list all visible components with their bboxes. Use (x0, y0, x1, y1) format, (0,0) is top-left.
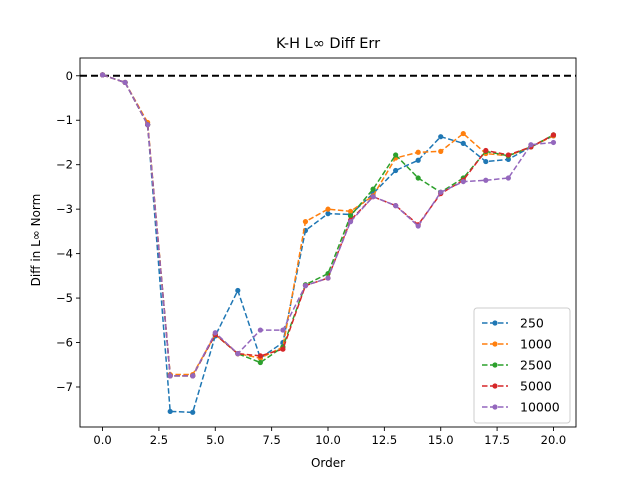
y-tick-label: −7 (56, 380, 73, 394)
data-point-2500-7 (257, 359, 263, 366)
legend-label: 5000 (520, 379, 552, 394)
data-point-5000-20 (550, 132, 557, 138)
data-point-250-16 (460, 140, 466, 146)
data-point-10000-14 (415, 223, 421, 229)
data-point-1000-15 (438, 148, 444, 154)
data-point-10000-15 (438, 189, 444, 195)
legend-label: 10000 (520, 400, 560, 415)
data-point-1000-10 (325, 206, 331, 212)
legend-label: 2500 (520, 358, 552, 373)
legend-label: 250 (520, 316, 544, 331)
legend-swatch-marker (492, 341, 498, 347)
data-point-10000-1 (122, 79, 128, 86)
legend-label: 1000 (520, 337, 552, 352)
data-point-250-6 (235, 287, 241, 294)
legend-swatch-marker (492, 383, 498, 389)
data-point-10000-11 (347, 219, 354, 225)
legend-swatch-marker (492, 404, 498, 410)
data-point-250-15 (438, 134, 444, 140)
x-tick-label: 20.0 (541, 433, 567, 447)
data-point-10000-12 (370, 194, 376, 200)
legend-swatch-marker (492, 320, 498, 326)
chart-title: K-H L∞ Diff Err (276, 36, 380, 52)
data-point-10000-10 (325, 275, 331, 281)
data-point-10000-5 (212, 330, 218, 336)
data-point-10000-3 (167, 373, 173, 379)
legend-item-250: 250 (482, 316, 544, 331)
data-point-5000-17 (483, 147, 489, 154)
data-point-10000-7 (257, 327, 263, 333)
x-tick-label: 12.5 (372, 433, 398, 447)
y-tick-label: −3 (56, 202, 73, 216)
data-point-250-13 (393, 167, 399, 174)
data-point-10000-2 (145, 122, 151, 128)
data-point-2500-12 (370, 186, 376, 192)
data-point-10000-16 (460, 178, 466, 185)
x-tick-label: 10.0 (315, 433, 341, 447)
x-axis-label: Order (311, 456, 345, 470)
data-point-10000-20 (550, 139, 557, 146)
data-point-1000-14 (415, 149, 421, 155)
y-tick-label: −1 (56, 113, 73, 127)
y-tick-label: −4 (56, 247, 73, 261)
data-point-250-14 (415, 157, 421, 163)
legend-item-2500: 2500 (482, 358, 552, 373)
data-point-10000-13 (393, 203, 399, 209)
data-point-2500-13 (393, 152, 399, 158)
data-point-5000-7 (257, 353, 263, 359)
legend-box (473, 307, 571, 424)
data-point-5000-18 (505, 152, 511, 158)
data-point-10000-4 (190, 373, 196, 379)
legend-item-5000: 5000 (482, 379, 552, 394)
legend: 250 1000 2500 5000 10000 (473, 307, 571, 424)
data-point-2500-11 (347, 213, 354, 219)
legend-swatch-marker (492, 362, 498, 368)
data-point-2500-14 (415, 175, 421, 181)
x-tick-label: 5.0 (206, 433, 224, 447)
x-tick-label: 7.5 (262, 433, 280, 447)
data-point-1000-16 (460, 130, 466, 137)
data-point-10000-18 (505, 175, 511, 181)
data-point-10000-6 (235, 351, 241, 357)
data-point-250-3 (167, 408, 173, 415)
x-tick-label: 17.5 (484, 433, 510, 447)
data-point-10000-0 (99, 72, 106, 78)
y-tick-label: −6 (56, 336, 73, 350)
y-tick-label: −5 (56, 291, 73, 305)
x-tick-label: 2.5 (150, 433, 168, 447)
series-line-1000 (102, 74, 554, 376)
legend-item-1000: 1000 (482, 337, 552, 352)
data-point-10000-17 (483, 177, 489, 183)
x-tick-label: 15.0 (428, 433, 454, 447)
y-axis-label: Diff in L∞ Norm (29, 194, 43, 287)
data-point-10000-8 (280, 327, 286, 333)
data-point-1000-11 (347, 208, 354, 214)
legend-item-10000: 10000 (482, 400, 560, 415)
data-point-10000-9 (302, 283, 309, 289)
data-point-5000-8 (280, 346, 286, 352)
data-point-10000-19 (528, 142, 534, 148)
x-tick-label: 0.0 (93, 433, 111, 447)
data-point-250-17 (483, 158, 489, 165)
data-point-250-18 (505, 156, 511, 162)
data-point-250-10 (325, 211, 331, 217)
y-tick-label: −2 (56, 158, 73, 172)
data-point-250-4 (190, 409, 196, 415)
data-point-1000-9 (302, 219, 309, 225)
series-10000 (99, 72, 557, 379)
plot-area: 0.0 2.5 5.0 7.5 10.0 12.5 15.0 17.5 20.0 0 −1 −2 −3 −… (56, 57, 577, 447)
y-tick-label: 0 (66, 69, 73, 83)
